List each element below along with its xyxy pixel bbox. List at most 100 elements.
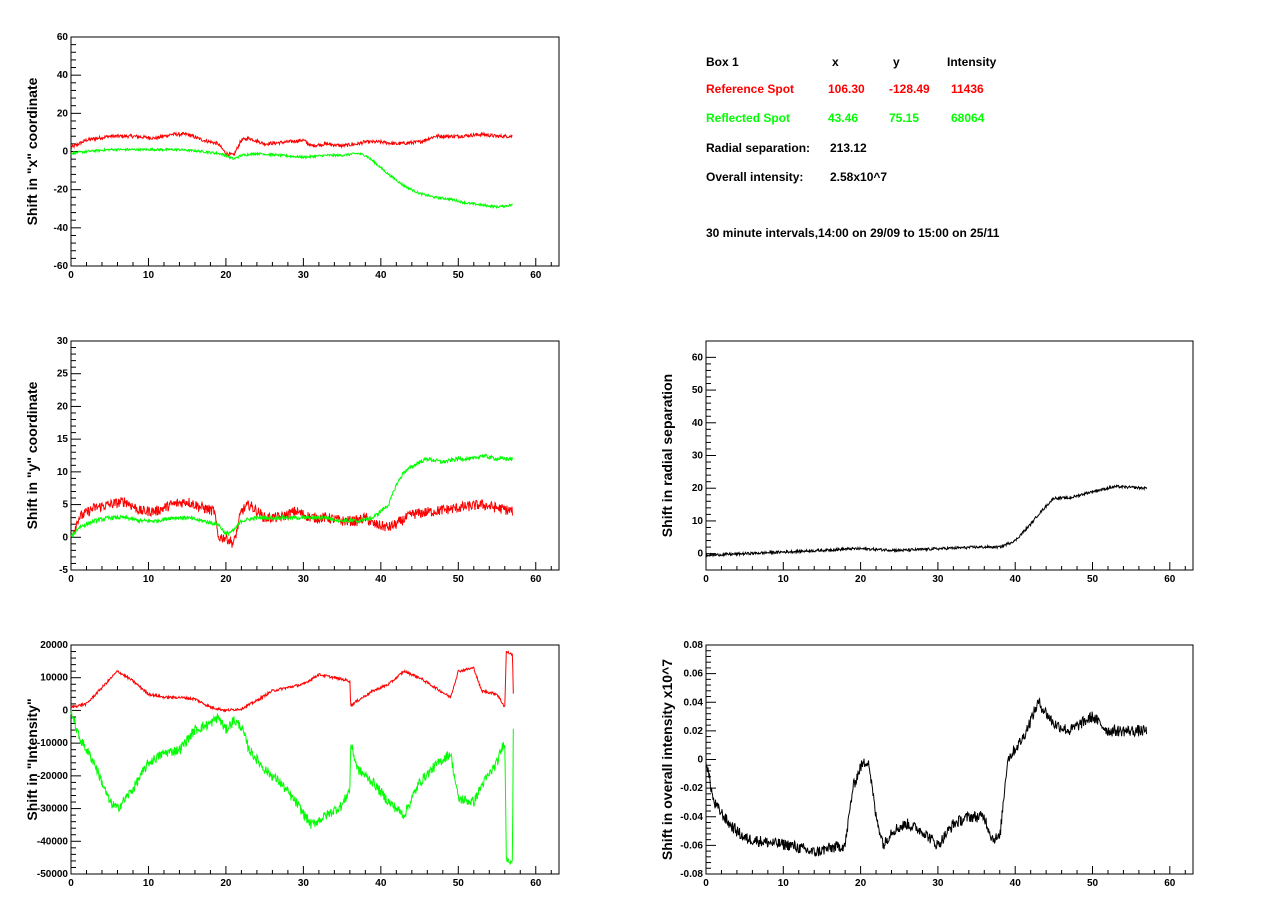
x-tick-label: 30 [298,574,310,585]
plot-frame [70,36,560,267]
x-tick-label: 40 [1010,574,1022,585]
y-axis-label: Shift in "y" coordinate [24,381,40,529]
x-tick-label: 60 [1164,574,1176,585]
y-axis-label: Shift in "Intensity" [24,698,40,820]
y-tick-label: -20000 [37,771,69,782]
reference-spot-y: -128.49 [889,82,930,96]
y-shift-series-1 [70,497,513,548]
overall-intensity-value: 2.58x10^7 [830,170,888,184]
y-tick-label: 0.08 [684,640,704,651]
reflected-spot-label: Reflected Spot [706,111,791,125]
x-tick-label: 60 [1164,878,1176,889]
y-tick-label: 0.06 [684,669,704,680]
y-tick-label: -50000 [37,869,69,880]
x-tick-label: 60 [530,574,542,585]
y-tick-label: 0.02 [684,726,704,737]
y-tick-label: -30000 [37,804,69,815]
plot-frame [705,340,1194,571]
y-tick-label: 60 [57,32,69,43]
x-tick-label: 50 [1087,878,1099,889]
y-tick-label: -60 [54,261,69,272]
y-tick-label: 60 [692,352,704,363]
y-tick-label: -10000 [37,738,69,749]
x-tick-label: 20 [855,878,867,889]
x-tick-label: 0 [68,878,74,889]
y-tick-label: 20 [57,108,69,119]
x-tick-label: 10 [143,574,155,585]
y-tick-label: 10000 [40,673,68,684]
y-tick-label: 30 [692,451,704,462]
reference-spot-label: Reference Spot [706,82,795,96]
info-panel: Box 1 x y Intensity Reference Spot 106.3… [706,55,1126,245]
x-tick-label: 30 [298,270,310,281]
x-tick-label: 40 [375,270,387,281]
col-x-header: x [832,55,839,69]
x-tick-label: 40 [375,878,387,889]
x-tick-label: 40 [375,574,387,585]
y-tick-label: 0 [697,755,703,766]
col-intensity-header: Intensity [947,55,997,69]
x-tick-label: 20 [220,878,232,889]
col-y-header: y [893,55,900,69]
overall-intensity-label: Overall intensity: [706,170,804,184]
x-tick-label: 30 [932,878,944,889]
y-tick-label: 0.04 [684,697,704,708]
x-tick-label: 0 [68,270,74,281]
x-tick-label: 60 [530,878,542,889]
x-shift-series-1 [70,131,513,157]
box-label: Box 1 [706,55,739,69]
reference-spot-x: 106.30 [828,82,865,96]
x-tick-label: 10 [143,878,155,889]
y-axis-label: Shift in "x" coordinate [24,77,40,225]
intensity-shift-series-2 [70,709,514,865]
x-tick-label: 50 [453,878,465,889]
reflected-spot-y: 75.15 [889,111,920,125]
y-tick-label: 0 [62,705,68,716]
x-tick-label: 20 [855,574,867,585]
x-tick-label: 30 [932,574,944,585]
y-tick-label: 5 [62,500,68,511]
x-tick-label: 10 [143,270,155,281]
plot-frame [70,340,560,571]
x-tick-label: 50 [453,270,465,281]
x-tick-label: 50 [1087,574,1099,585]
radial-shift-chart: 0 10 20 30 40 50 60 0 10 20 30 40 50 60 Shift in radia… [659,340,1194,585]
y-tick-label: -40000 [37,836,69,847]
y-tick-label: -0.04 [680,812,703,823]
radial-shift-series-1 [705,484,1148,558]
y-tick-label: 20000 [40,640,68,651]
x-tick-label: 40 [1010,878,1022,889]
reference-spot-intensity: 11436 [951,82,984,96]
x-tick-label: 0 [703,574,709,585]
y-axis-label: Shift in radial separation [659,374,675,537]
y-tick-label: 50 [692,385,704,396]
y-tick-label: -20 [54,185,69,196]
x-tick-label: 20 [220,270,232,281]
y-axis-label: Shift in overall intensity x10^7 [659,659,675,860]
intensity-shift-series-1 [70,650,514,713]
x-tick-label: 20 [220,574,232,585]
x-tick-label: 60 [530,270,542,281]
radial-separation-value: 213.12 [830,141,867,155]
reflected-spot-x: 43.46 [828,111,859,125]
y-shift-series-2 [70,453,513,538]
x-tick-label: 0 [68,574,74,585]
y-tick-label: -5 [59,565,68,576]
reflected-spot-intensity: 68064 [951,111,985,125]
x-tick-label: 10 [778,878,790,889]
y-tick-label: 20 [692,483,704,494]
y-tick-label: 30 [57,336,69,347]
y-tick-label: 40 [57,70,69,81]
y-tick-label: 10 [57,467,69,478]
x-tick-label: 0 [703,878,709,889]
x-tick-label: 10 [778,574,790,585]
y-tick-label: 20 [57,401,69,412]
y-tick-label: 25 [57,369,69,380]
y-tick-label: -40 [54,223,69,234]
y-tick-label: 15 [57,434,69,445]
y-tick-label: 0 [62,147,68,158]
y-tick-label: -0.08 [680,869,703,880]
radial-separation-label: Radial separation: [706,141,811,155]
